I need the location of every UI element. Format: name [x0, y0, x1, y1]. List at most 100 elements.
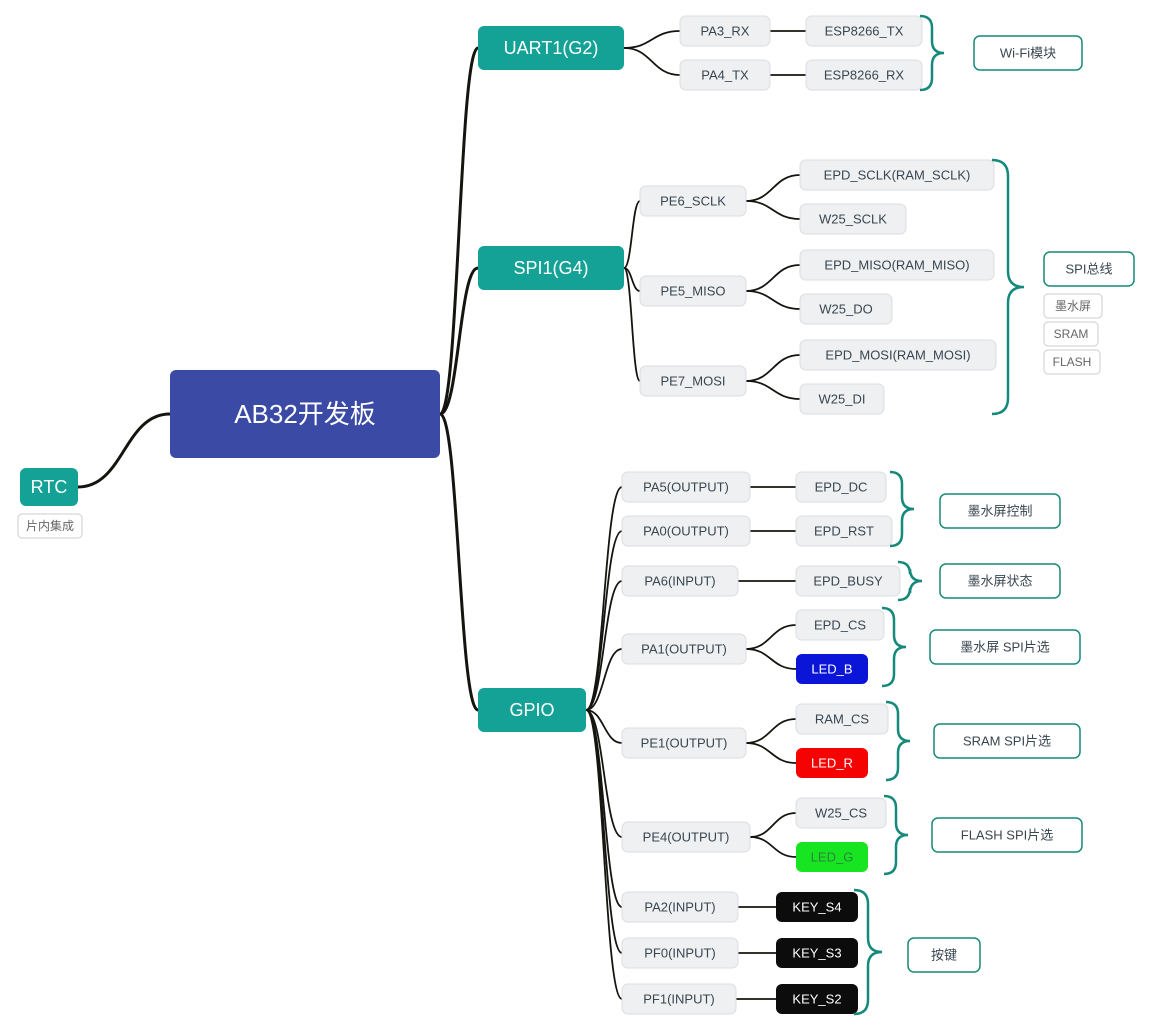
- nodes: AB32开发板 RTC 片内集成 UART1(G2) SPI1(G4) GPIO PA3_R…: [18, 16, 1134, 1014]
- uart-target: ESP8266_TX: [806, 16, 922, 46]
- svg-text:RTC: RTC: [31, 477, 68, 497]
- uart-pin: PA4_TX: [680, 60, 770, 90]
- spi-target: W25_DO: [800, 294, 892, 324]
- gpio-target: LED_B: [796, 654, 868, 684]
- uart-annot: Wi-Fi模块: [974, 36, 1082, 70]
- gpio-annot: 按键: [908, 938, 980, 972]
- svg-text:EPD_DC: EPD_DC: [815, 479, 868, 494]
- spi-target: EPD_SCLK(RAM_SCLK): [800, 160, 994, 190]
- svg-text:EPD_CS: EPD_CS: [814, 617, 866, 632]
- gpio-annot: 墨水屏 SPI片选: [930, 630, 1080, 664]
- svg-text:按键: 按键: [931, 947, 957, 962]
- svg-text:墨水屏状态: 墨水屏状态: [967, 573, 1032, 588]
- gpio-target: KEY_S2: [776, 984, 858, 1014]
- svg-text:RAM_CS: RAM_CS: [815, 711, 870, 726]
- spi-target: EPD_MOSI(RAM_MOSI): [800, 340, 996, 370]
- svg-text:KEY_S4: KEY_S4: [792, 899, 841, 914]
- svg-text:PA3_RX: PA3_RX: [701, 23, 750, 38]
- svg-text:PA5(OUTPUT): PA5(OUTPUT): [643, 479, 729, 494]
- svg-text:LED_R: LED_R: [811, 755, 853, 770]
- svg-text:EPD_SCLK(RAM_SCLK): EPD_SCLK(RAM_SCLK): [824, 167, 971, 182]
- gpio-target: EPD_BUSY: [796, 566, 900, 596]
- svg-text:PA0(OUTPUT): PA0(OUTPUT): [643, 523, 729, 538]
- svg-text:SRAM: SRAM: [1054, 327, 1089, 341]
- gpio-target: LED_R: [796, 748, 868, 778]
- annot-sub: FLASH: [1044, 350, 1100, 374]
- svg-text:PA4_TX: PA4_TX: [701, 67, 749, 82]
- svg-text:ESP8266_TX: ESP8266_TX: [825, 23, 904, 38]
- svg-text:Wi-Fi模块: Wi-Fi模块: [1000, 45, 1056, 60]
- gpio-pin: PE4(OUTPUT): [622, 822, 750, 852]
- annot-sub: 墨水屏: [1044, 294, 1102, 318]
- spi-pin: PE5_MISO: [640, 276, 746, 306]
- category-spi: SPI1(G4): [478, 246, 624, 290]
- svg-text:PE7_MOSI: PE7_MOSI: [660, 373, 725, 388]
- gpio-pin: PA2(INPUT): [622, 892, 738, 922]
- spi-target: W25_SCLK: [800, 204, 906, 234]
- svg-text:墨水屏控制: 墨水屏控制: [967, 503, 1032, 518]
- svg-text:SPI1(G4): SPI1(G4): [513, 258, 588, 278]
- svg-text:EPD_RST: EPD_RST: [814, 523, 874, 538]
- gpio-target: LED_G: [796, 842, 868, 872]
- gpio-target: KEY_S3: [776, 938, 858, 968]
- gpio-pin: PE1(OUTPUT): [622, 728, 746, 758]
- svg-text:PE6_SCLK: PE6_SCLK: [660, 193, 726, 208]
- uart-target: ESP8266_RX: [806, 60, 922, 90]
- svg-text:墨水屏 SPI片选: 墨水屏 SPI片选: [960, 639, 1050, 654]
- svg-text:ESP8266_RX: ESP8266_RX: [824, 67, 905, 82]
- gpio-annot: 墨水屏控制: [940, 494, 1060, 528]
- gpio-pin: PA1(OUTPUT): [622, 634, 746, 664]
- svg-text:W25_DO: W25_DO: [819, 301, 872, 316]
- mindmap-canvas: AB32开发板 RTC 片内集成 UART1(G2) SPI1(G4) GPIO PA3_R…: [0, 0, 1162, 1016]
- svg-text:W25_DI: W25_DI: [819, 391, 866, 406]
- svg-text:PA1(OUTPUT): PA1(OUTPUT): [641, 641, 727, 656]
- svg-text:PA2(INPUT): PA2(INPUT): [644, 899, 715, 914]
- svg-text:SRAM SPI片选: SRAM SPI片选: [963, 733, 1051, 748]
- svg-text:EPD_MISO(RAM_MISO): EPD_MISO(RAM_MISO): [824, 257, 969, 272]
- spi-target: EPD_MISO(RAM_MISO): [800, 250, 994, 280]
- gpio-pin: PA0(OUTPUT): [622, 516, 750, 546]
- svg-text:FLASH: FLASH: [1053, 355, 1092, 369]
- uart-pin: PA3_RX: [680, 16, 770, 46]
- gpio-pin: PA5(OUTPUT): [622, 472, 750, 502]
- svg-text:FLASH SPI片选: FLASH SPI片选: [961, 827, 1053, 842]
- gpio-target: KEY_S4: [776, 892, 858, 922]
- spi-target: W25_DI: [800, 384, 884, 414]
- svg-text:AB32开发板: AB32开发板: [234, 399, 376, 429]
- svg-text:KEY_S2: KEY_S2: [792, 991, 841, 1006]
- spi-pin: PE6_SCLK: [640, 186, 746, 216]
- gpio-annot: 墨水屏状态: [940, 564, 1060, 598]
- svg-text:PF0(INPUT): PF0(INPUT): [644, 945, 716, 960]
- gpio-pin: PF0(INPUT): [622, 938, 738, 968]
- gpio-target: RAM_CS: [796, 704, 888, 734]
- annot-sub: SRAM: [1044, 322, 1098, 346]
- svg-text:片内集成: 片内集成: [26, 518, 74, 533]
- svg-text:LED_B: LED_B: [811, 661, 852, 676]
- spi-annot: SPI总线: [1044, 252, 1134, 286]
- category-gpio: GPIO: [478, 688, 586, 732]
- svg-text:PA6(INPUT): PA6(INPUT): [644, 573, 715, 588]
- svg-text:GPIO: GPIO: [509, 700, 554, 720]
- svg-text:UART1(G2): UART1(G2): [504, 38, 599, 58]
- gpio-target: EPD_CS: [796, 610, 884, 640]
- root-node: AB32开发板: [170, 370, 440, 458]
- svg-text:PE1(OUTPUT): PE1(OUTPUT): [641, 735, 728, 750]
- gpio-annot: SRAM SPI片选: [934, 724, 1080, 758]
- svg-text:EPD_BUSY: EPD_BUSY: [813, 573, 883, 588]
- svg-text:EPD_MOSI(RAM_MOSI): EPD_MOSI(RAM_MOSI): [825, 347, 970, 362]
- svg-text:PE4(OUTPUT): PE4(OUTPUT): [643, 829, 730, 844]
- gpio-target: W25_CS: [796, 798, 886, 828]
- svg-text:LED_G: LED_G: [811, 849, 854, 864]
- svg-text:KEY_S3: KEY_S3: [792, 945, 841, 960]
- rtc-sub: 片内集成: [18, 514, 82, 538]
- rtc-node: RTC: [20, 468, 78, 506]
- category-uart: UART1(G2): [478, 26, 624, 70]
- svg-text:SPI总线: SPI总线: [1066, 261, 1113, 276]
- svg-text:W25_SCLK: W25_SCLK: [819, 211, 887, 226]
- svg-text:PF1(INPUT): PF1(INPUT): [643, 991, 715, 1006]
- gpio-pin: PF1(INPUT): [622, 984, 736, 1014]
- svg-text:W25_CS: W25_CS: [815, 805, 867, 820]
- spi-pin: PE7_MOSI: [640, 366, 746, 396]
- svg-text:墨水屏: 墨水屏: [1055, 299, 1091, 313]
- gpio-target: EPD_RST: [796, 516, 892, 546]
